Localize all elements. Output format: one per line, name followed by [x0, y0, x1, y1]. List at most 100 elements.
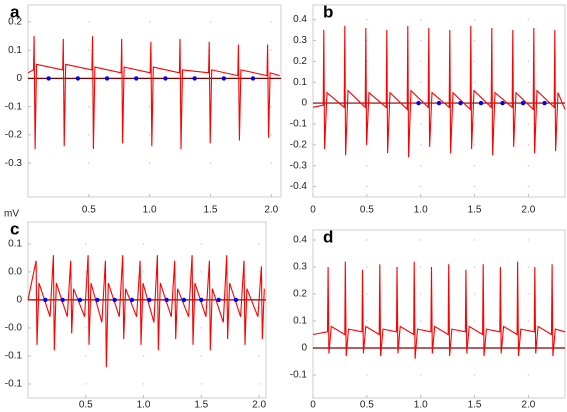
grid-dot: [473, 39, 476, 42]
y-tick-label: -0.3: [5, 158, 23, 169]
grid-dot: [527, 374, 530, 376]
marker-dot: [163, 76, 168, 81]
marker-dot: [95, 297, 100, 303]
grid-dot: [148, 162, 151, 164]
grid-dot: [419, 18, 422, 21]
grid-dot: [312, 293, 314, 295]
grid-dot: [200, 327, 203, 329]
grid-dot: [473, 239, 476, 241]
marker-dot: [199, 297, 204, 303]
marker-dot: [43, 297, 48, 303]
grid-dot: [419, 164, 422, 167]
grid-dot: [527, 18, 530, 21]
grid-dot: [258, 243, 260, 245]
marker-dot: [77, 297, 83, 303]
grid-dot: [142, 271, 145, 273]
y-tick-label: 0.4: [293, 235, 307, 246]
grid-dot: [527, 266, 530, 268]
marker-dot: [436, 100, 442, 106]
grid-dot: [270, 162, 272, 164]
grid-dot: [312, 239, 314, 241]
x-tick-label: 0.5: [82, 205, 96, 216]
grid-dot: [473, 18, 476, 21]
grid-dot: [419, 185, 422, 188]
grid-dot: [473, 185, 476, 188]
y-tick-label: 0.0: [8, 267, 22, 278]
grid-dot: [148, 134, 151, 136]
x-tick-label: 1.0: [143, 205, 157, 216]
panel-letter: c: [10, 219, 19, 238]
marker-dot: [216, 297, 221, 303]
grid-dot: [419, 39, 422, 42]
x-tick-label: 2.0: [521, 205, 535, 216]
y-tick-label: 0.2: [293, 56, 307, 67]
y-tick-label: -0.1: [290, 119, 308, 130]
grid-dot: [366, 39, 368, 42]
grid-dot: [258, 355, 260, 357]
grid-dot: [366, 320, 368, 322]
grid-dot: [142, 355, 145, 357]
grid-dot: [527, 164, 530, 167]
y-tick-label: -0.4: [290, 181, 308, 192]
x-tick-label: 0: [310, 400, 316, 411]
y-tick-label: -0.0: [5, 323, 23, 334]
marker-dot: [520, 100, 526, 106]
grid-dot: [527, 239, 530, 241]
grid-dot: [258, 383, 260, 385]
grid-dot: [473, 60, 476, 63]
grid-dot: [209, 162, 212, 164]
grid-dot: [366, 374, 368, 376]
marker-dot: [250, 76, 256, 81]
panel-letter: d: [323, 227, 333, 246]
grid-dot: [527, 60, 530, 63]
grid-dot: [419, 266, 422, 268]
grid-dot: [419, 60, 422, 63]
y-tick-label: 0: [16, 295, 22, 306]
plot-frame: [27, 4, 282, 198]
grid-dot: [270, 105, 272, 108]
grid-dot: [419, 374, 422, 376]
marker-dot: [192, 76, 197, 81]
grid-dot: [366, 164, 368, 167]
grid-dot: [419, 293, 422, 295]
y-tick-label: 0.2: [8, 17, 22, 28]
y-tick-label: -0.1: [5, 379, 23, 390]
x-tick-label: 0: [310, 205, 316, 216]
x-tick-label: 1.0: [137, 400, 151, 411]
grid-dot: [270, 134, 272, 136]
grid-dot: [312, 60, 314, 63]
x-tick-label: 0.5: [79, 400, 93, 411]
y-tick-label: -0.2: [5, 130, 23, 141]
marker-dot: [104, 76, 110, 81]
grid-dot: [419, 239, 422, 241]
grid-dot: [366, 18, 368, 21]
panel-letter: a: [10, 2, 20, 21]
grid-dot: [473, 374, 476, 376]
grid-dot: [142, 243, 145, 245]
grid-dot: [85, 271, 87, 273]
grid-dot: [366, 293, 368, 295]
y-tick-label: 0.1: [293, 77, 307, 88]
y-tick-label: 0.3: [293, 262, 307, 273]
marker-dot: [164, 297, 169, 303]
grid-dot: [148, 49, 151, 51]
panel-letter: b: [323, 2, 333, 21]
grid-dot: [258, 327, 260, 329]
marker-dot: [458, 100, 463, 106]
grid-dot: [148, 21, 151, 23]
plot-frame: [312, 4, 566, 198]
grid-dot: [200, 355, 203, 357]
y-tick-label: 0: [301, 98, 307, 109]
marker-dot: [60, 297, 65, 303]
marker-dot: [147, 297, 152, 303]
grid-dot: [527, 39, 530, 42]
grid-dot: [473, 293, 476, 295]
grid-dot: [142, 383, 145, 385]
x-tick-label: 2.0: [521, 400, 535, 411]
x-tick-label: 1.0: [414, 400, 428, 411]
grid-dot: [366, 266, 368, 268]
grid-dot: [148, 105, 151, 108]
marker-dot: [112, 297, 117, 303]
y-tick-label: -0.1: [5, 101, 23, 112]
